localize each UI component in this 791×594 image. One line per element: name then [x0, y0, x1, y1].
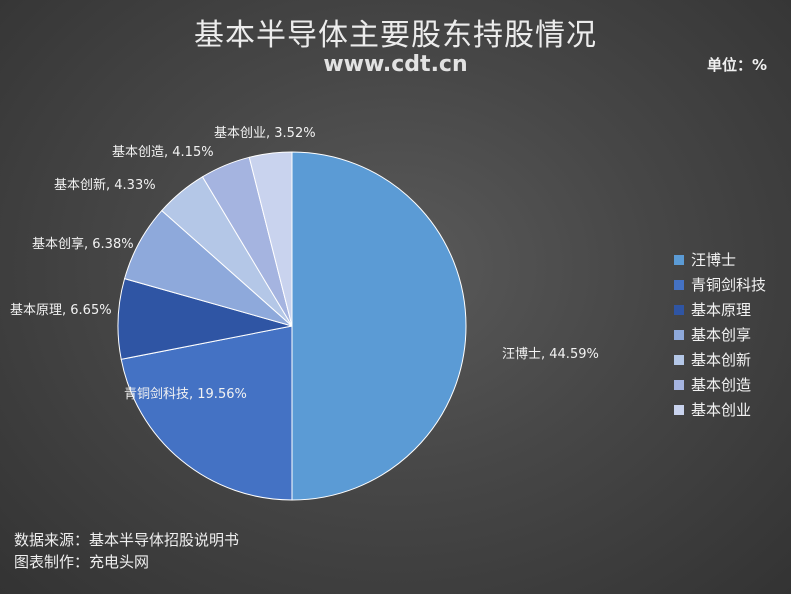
- legend-label: 基本原理: [691, 301, 752, 319]
- chart-maker-note: 图表制作：充电头网: [14, 553, 150, 571]
- chart-footer: 数据来源：基本半导体招股说明书 图表制作：充电头网: [14, 529, 239, 573]
- legend-item: 汪博士: [674, 247, 766, 272]
- legend-swatch: [674, 304, 684, 315]
- legend-label: 基本创新: [691, 351, 752, 369]
- data-source-note: 数据来源：基本半导体招股说明书: [14, 531, 240, 549]
- watermark-text: www.cdt.cn: [323, 52, 468, 77]
- legend-label: 基本创业: [691, 401, 752, 419]
- legend-item: 青铜剑科技: [674, 272, 766, 297]
- unit-label: 单位：%: [706, 56, 767, 74]
- legend-swatch: [674, 329, 684, 340]
- pie-slice-7: [248, 151, 293, 327]
- legend-swatch: [674, 379, 684, 390]
- legend-swatch: [674, 254, 684, 265]
- legend-swatch: [674, 279, 684, 290]
- pie-slice-1: [291, 151, 467, 501]
- slice-data-label: 青铜剑科技, 19.56%: [124, 386, 247, 402]
- legend-item: 基本创享: [674, 322, 766, 347]
- slice-data-label: 基本创新, 4.33%: [54, 177, 156, 193]
- slice-data-label: 基本创造, 4.15%: [112, 145, 214, 160]
- legend-item: 基本创新: [674, 347, 766, 372]
- legend-label: 汪博士: [691, 251, 737, 269]
- legend-item: 基本原理: [674, 297, 766, 322]
- chart-legend: 汪博士青铜剑科技基本原理基本创享基本创新基本创造基本创业: [674, 247, 766, 422]
- slice-data-label: 汪博士, 44.59%: [502, 347, 599, 362]
- pie-slice-2: [120, 325, 293, 501]
- legend-swatch: [674, 354, 684, 365]
- legend-swatch: [674, 404, 684, 415]
- slice-data-label: 基本原理, 6.65%: [10, 303, 112, 318]
- slice-data-label: 基本创业, 3.52%: [214, 126, 316, 141]
- legend-item: 基本创业: [674, 397, 766, 422]
- legend-label: 基本创享: [691, 326, 752, 344]
- legend-label: 青铜剑科技: [691, 276, 767, 294]
- chart-title: 基本半导体主要股东持股情况: [194, 18, 597, 53]
- slice-data-label: 基本创享, 6.38%: [32, 236, 134, 252]
- legend-item: 基本创造: [674, 372, 766, 397]
- legend-label: 基本创造: [691, 376, 752, 394]
